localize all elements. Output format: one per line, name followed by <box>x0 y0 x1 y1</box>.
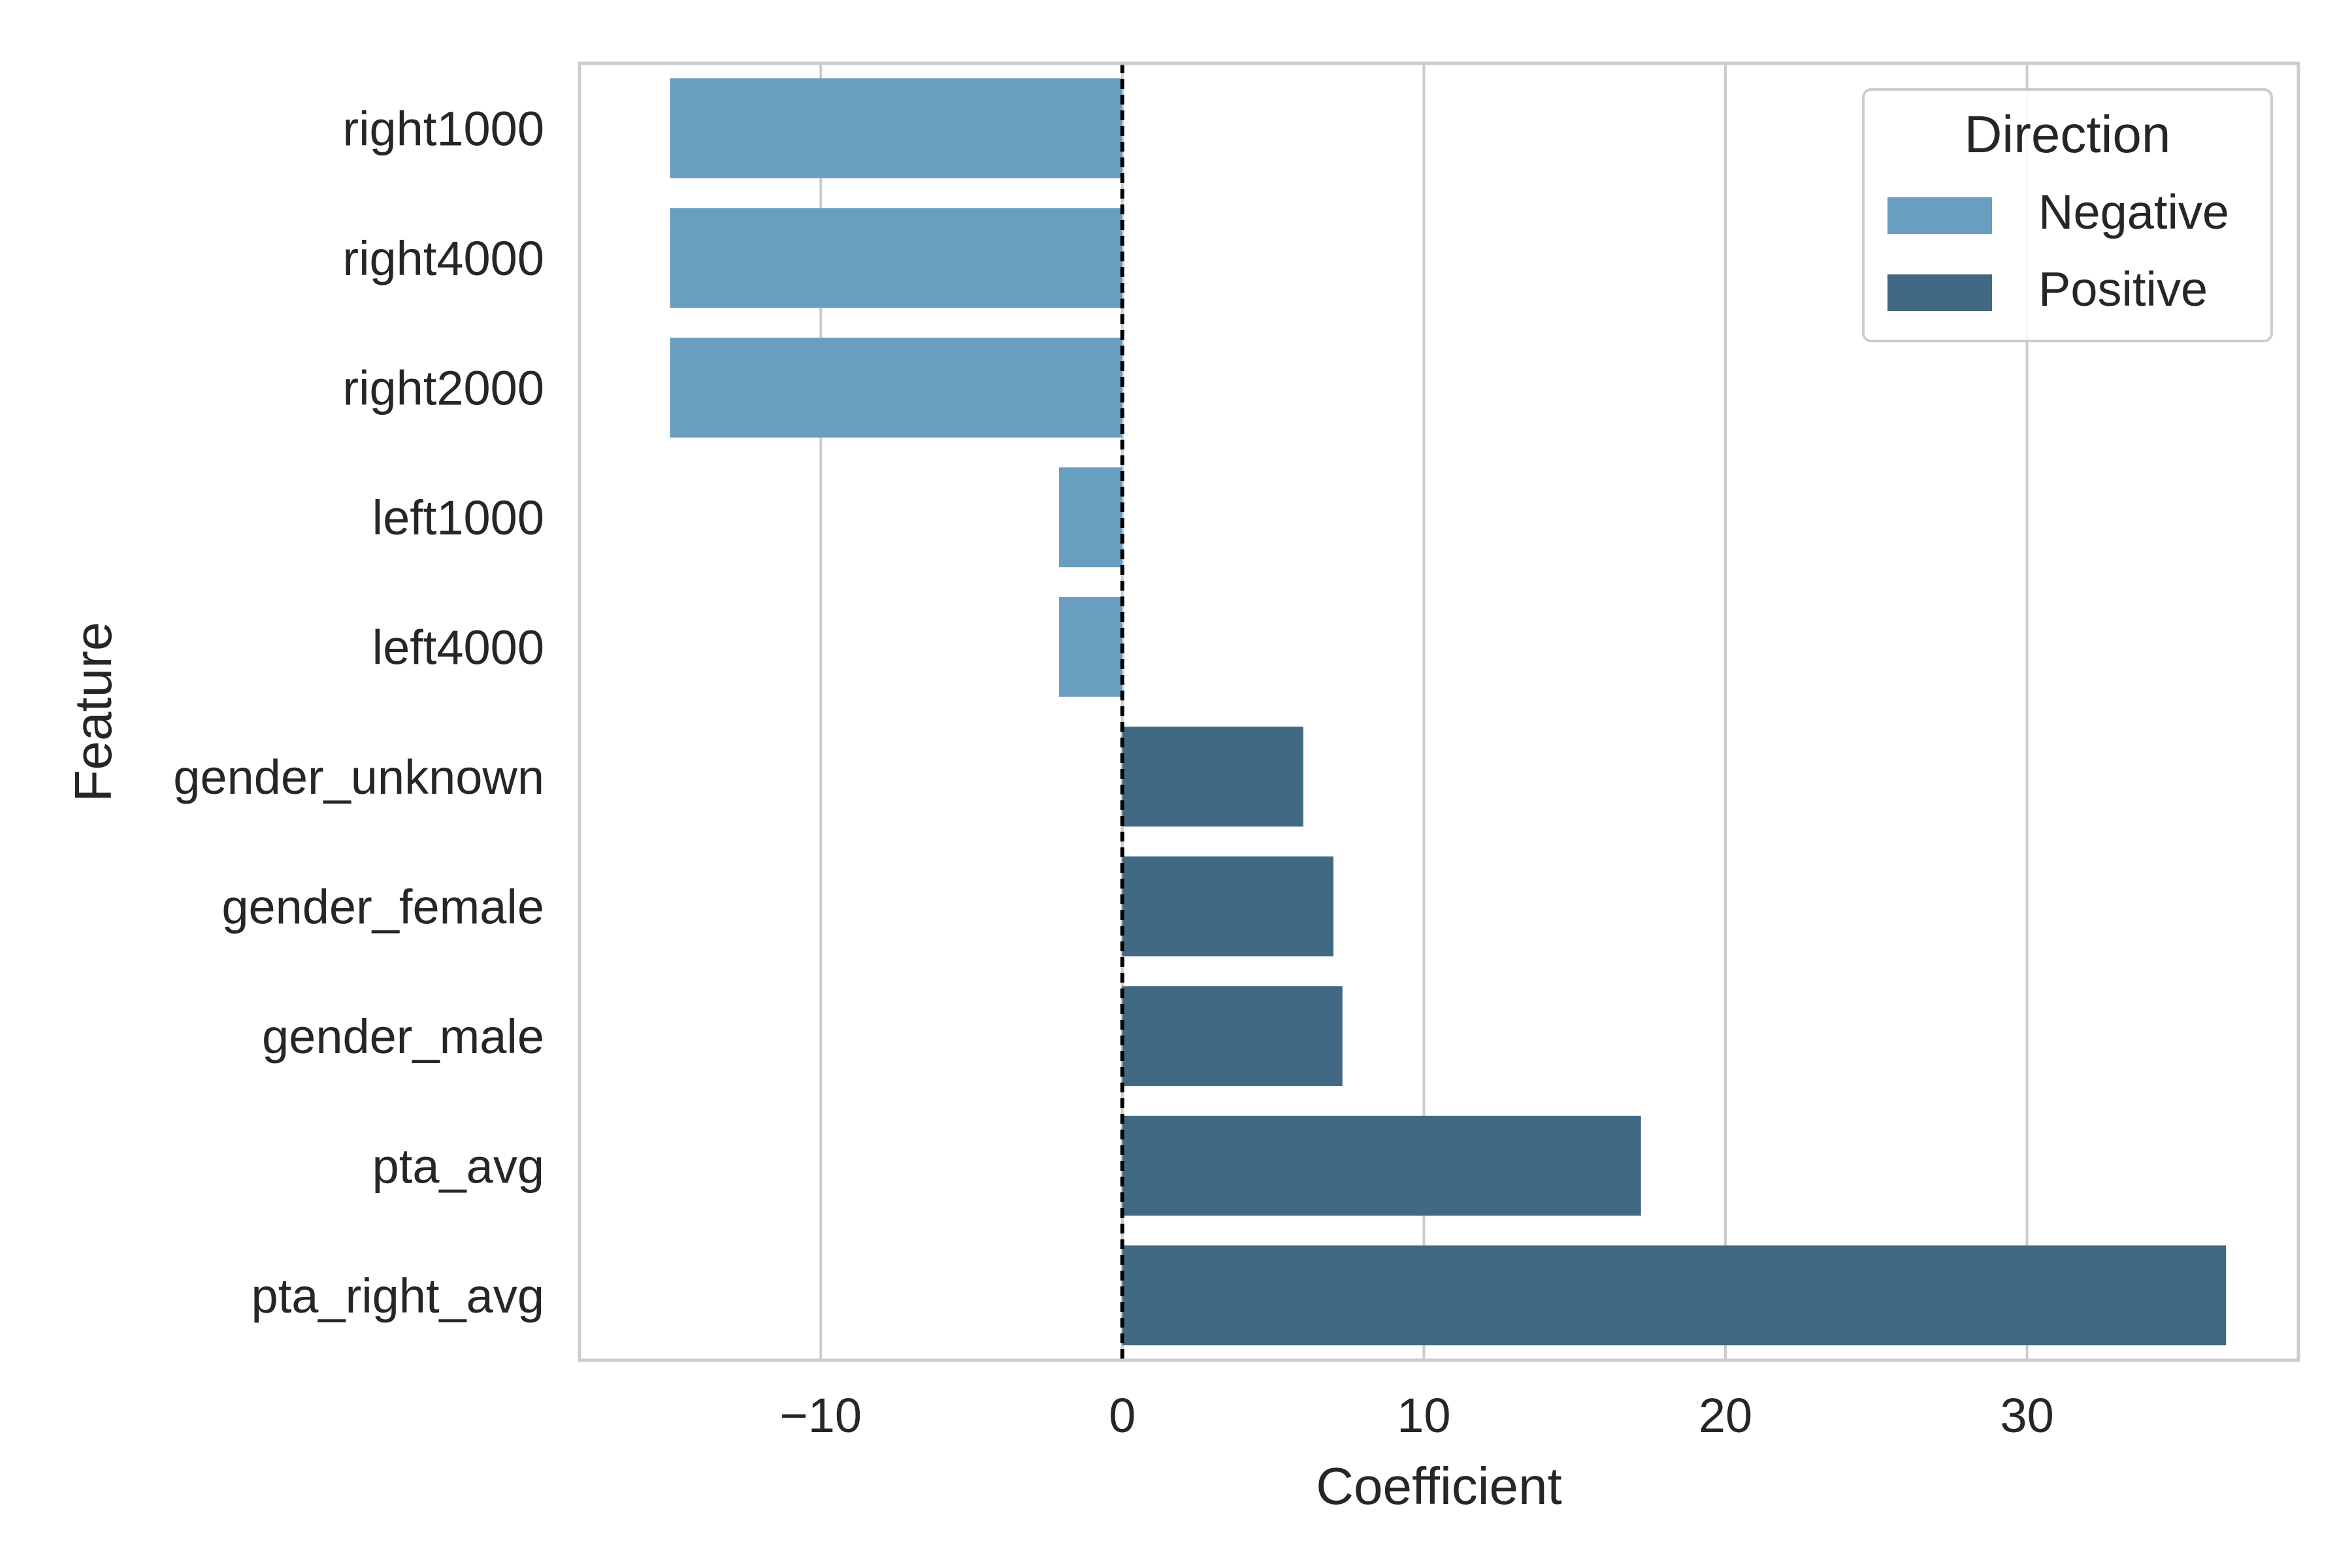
y-tick-label: gender_unknown <box>173 750 544 804</box>
bar-left4000 <box>1058 596 1122 697</box>
plot-frame <box>578 61 2300 1362</box>
legend-title: Direction <box>1965 105 2171 163</box>
legend-entries: Negative Positive <box>1887 185 2229 316</box>
y-tick-labels: right1000 right4000 right2000 left1000 left4… <box>173 101 544 1323</box>
bar-right2000 <box>670 337 1122 438</box>
bar-right1000 <box>670 78 1122 178</box>
y-tick-label: gender_male <box>262 1009 544 1064</box>
x-tick-label: −10 <box>779 1388 862 1443</box>
x-tick-label: 20 <box>1699 1388 1752 1443</box>
x-axis-label: Coefficient <box>1316 1457 1562 1515</box>
y-tick-label: pta_right_avg <box>252 1269 544 1323</box>
y-tick-label: right1000 <box>342 101 544 155</box>
y-tick-label: left4000 <box>372 620 544 674</box>
y-tick-label: left1000 <box>372 491 544 545</box>
x-tick-label: 10 <box>1397 1388 1450 1443</box>
y-tick-label: right2000 <box>342 361 544 415</box>
y-axis-label: Feature <box>64 622 122 802</box>
x-tick-label: 0 <box>1109 1388 1135 1443</box>
bar-pta_avg <box>1122 1115 1641 1216</box>
legend: Direction Negative Positive <box>1862 88 2273 342</box>
x-tick-label: 30 <box>2000 1388 2053 1443</box>
bar-right4000 <box>670 208 1122 308</box>
y-tick-label: gender_female <box>221 879 544 934</box>
bar-gender_unknown <box>1122 727 1303 827</box>
y-tick-label: pta_avg <box>372 1139 544 1193</box>
y-tick-label: right4000 <box>342 231 544 286</box>
bar-gender_female <box>1122 856 1333 956</box>
legend-swatch-positive <box>1887 274 1992 311</box>
bar-pta_right_avg <box>1122 1245 2227 1346</box>
legend-label-positive: Positive <box>2038 262 2208 316</box>
bar-gender_male <box>1122 986 1343 1086</box>
bar-left1000 <box>1058 467 1122 568</box>
bars <box>670 78 2227 1346</box>
legend-label-negative: Negative <box>2038 185 2229 239</box>
legend-swatch-negative <box>1887 197 1992 234</box>
x-tick-labels: −10 0 10 20 30 <box>779 1388 2053 1443</box>
